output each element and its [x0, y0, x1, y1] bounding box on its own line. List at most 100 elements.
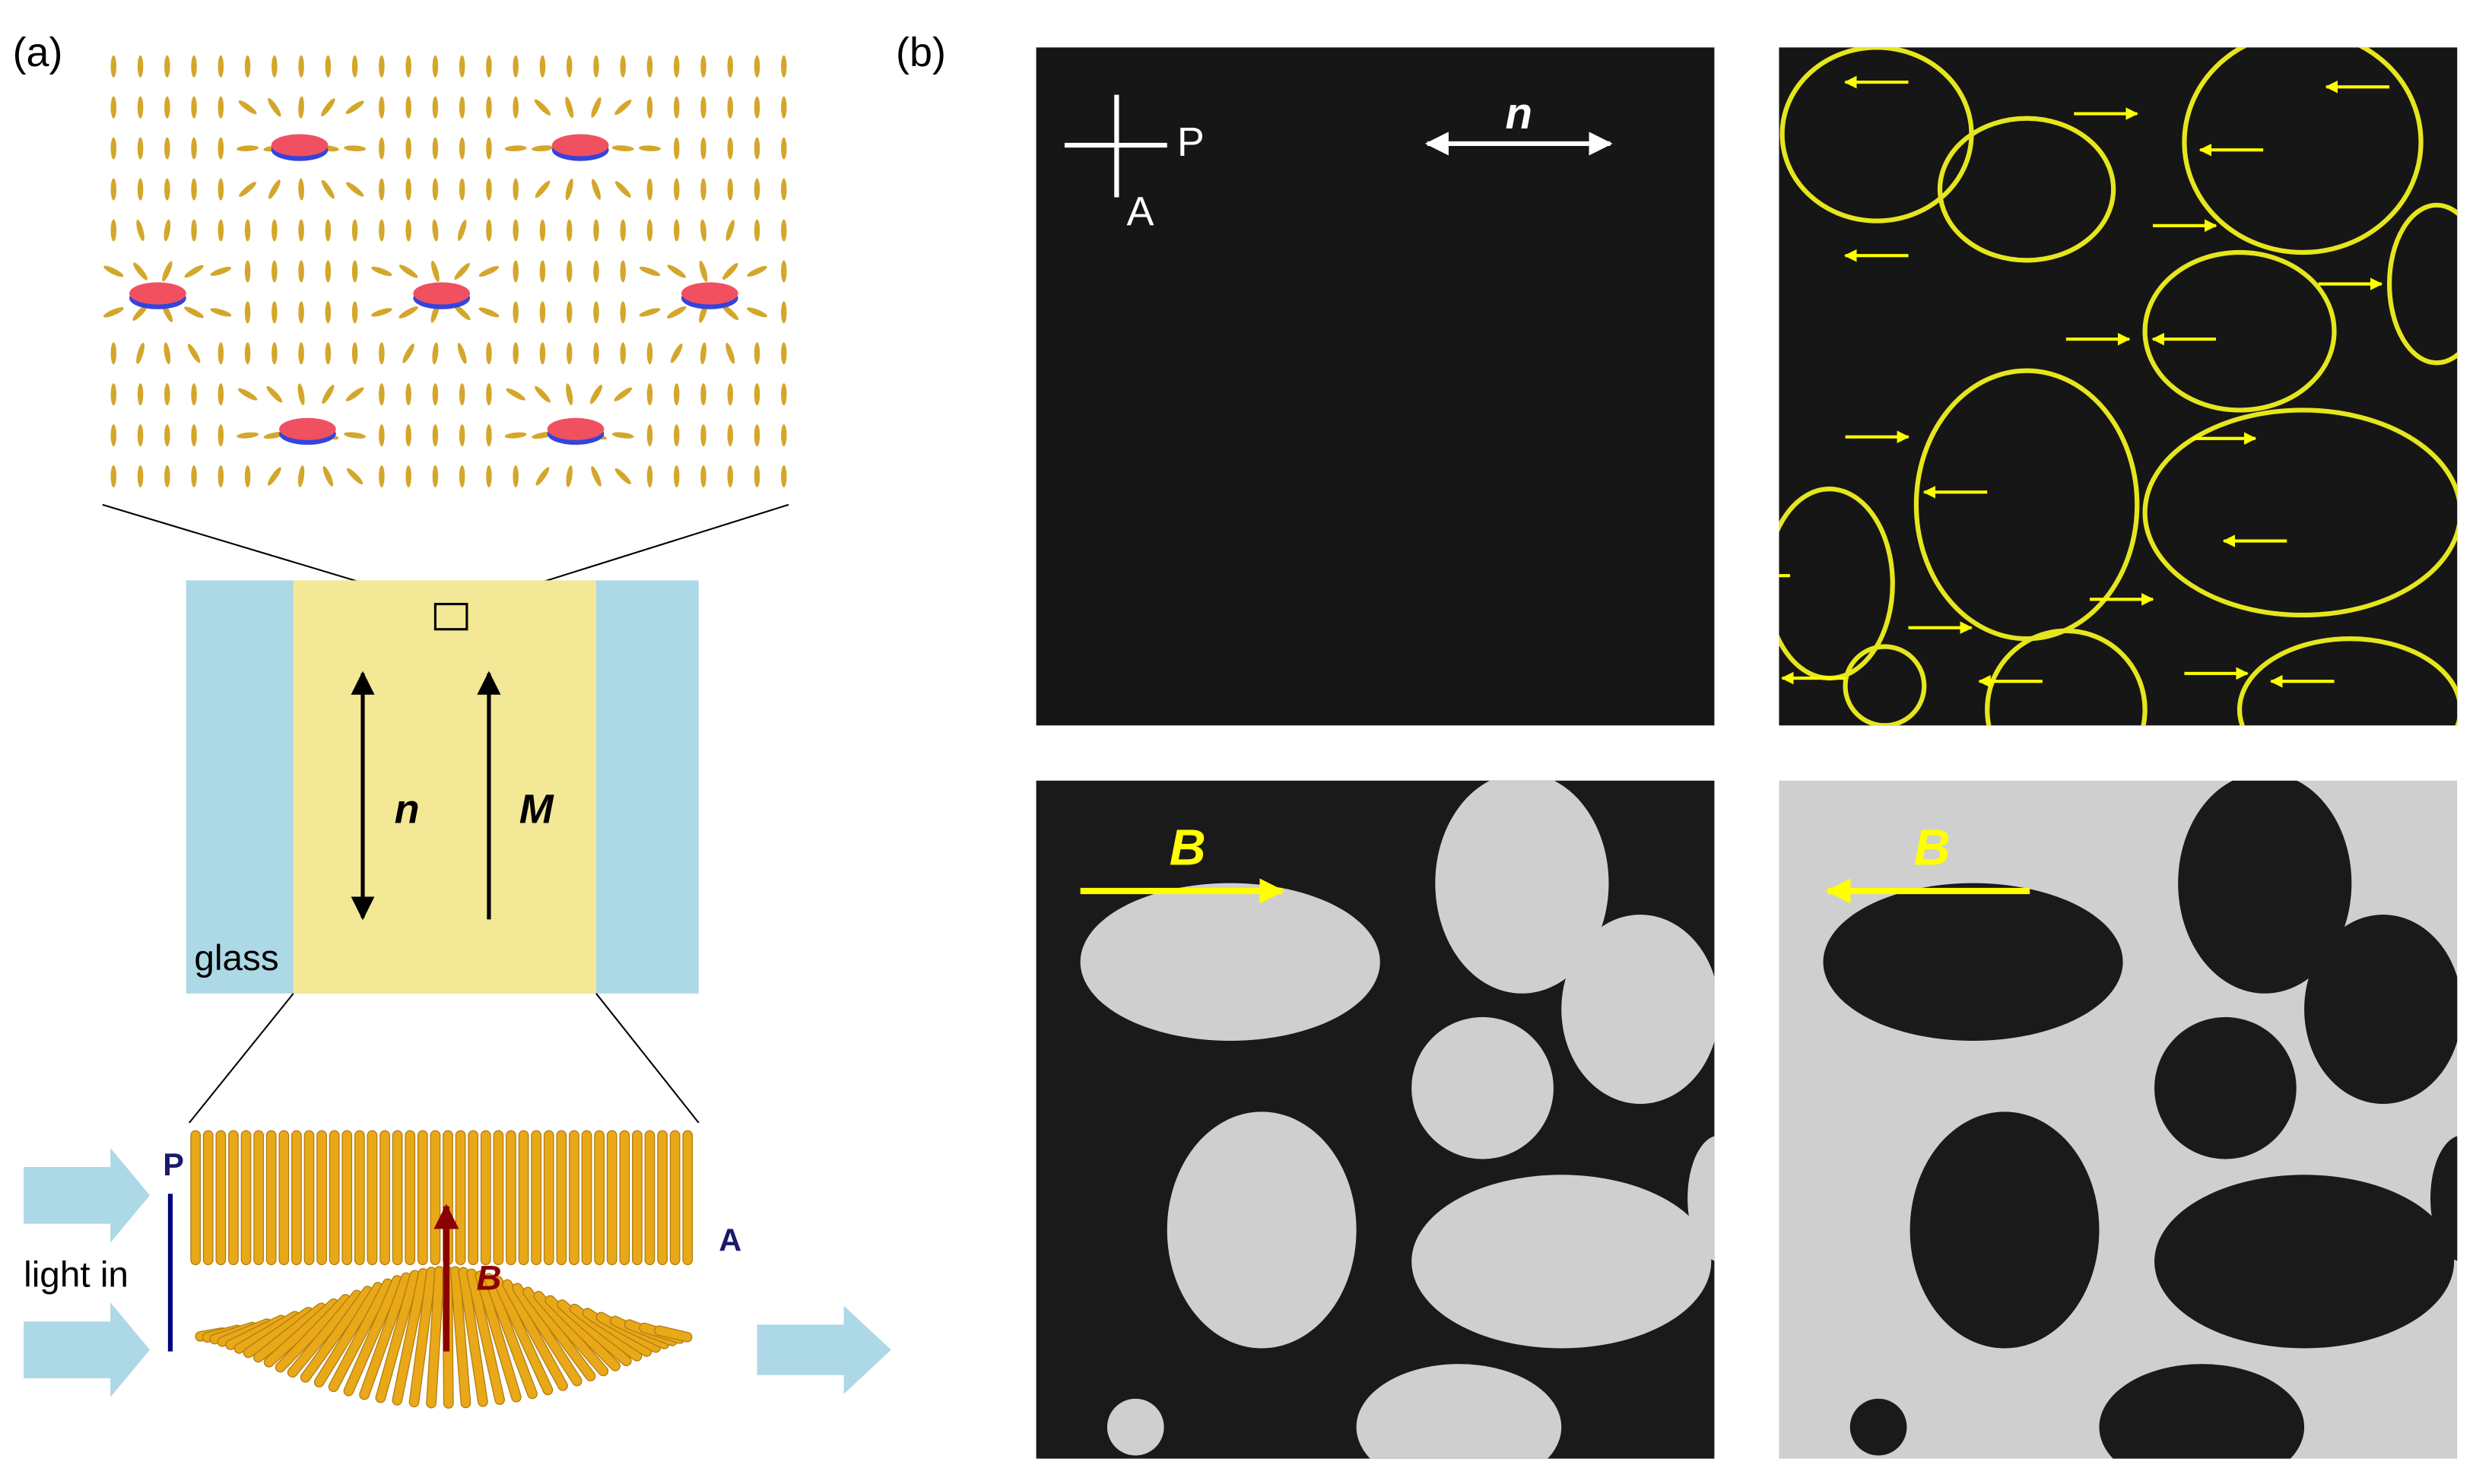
domain [2154, 1016, 2297, 1159]
director [566, 342, 573, 365]
director [217, 342, 224, 365]
director [321, 98, 335, 117]
director [727, 465, 733, 488]
light-arrow [24, 1302, 151, 1397]
director [164, 465, 170, 488]
director [638, 145, 661, 151]
rod [581, 1130, 592, 1266]
director [344, 145, 367, 151]
domain-wall [2142, 249, 2337, 413]
director [781, 260, 787, 283]
rod [455, 1130, 466, 1266]
director [459, 424, 465, 447]
director [591, 179, 601, 200]
director [405, 465, 411, 488]
director [217, 465, 224, 488]
director [781, 383, 787, 406]
director [674, 219, 680, 242]
domain-walls [1779, 47, 2458, 726]
director [347, 468, 363, 485]
director [486, 55, 492, 78]
director [674, 424, 680, 447]
light-arrow [24, 1148, 151, 1243]
director [432, 465, 439, 488]
director [136, 219, 144, 242]
director [513, 96, 519, 119]
director [486, 178, 492, 201]
director [405, 178, 411, 201]
director [432, 342, 439, 365]
director [136, 342, 144, 364]
director [725, 342, 735, 364]
director [700, 424, 706, 447]
director [237, 432, 259, 439]
micrograph [1036, 47, 1715, 726]
rod [215, 1130, 227, 1266]
director [700, 137, 706, 160]
director [325, 219, 332, 242]
director [589, 385, 603, 404]
director [164, 178, 170, 201]
director [184, 306, 205, 319]
rod [483, 1273, 538, 1400]
domain [1411, 1016, 1554, 1159]
director [614, 387, 633, 401]
rod [392, 1268, 429, 1406]
director [754, 55, 760, 78]
director [322, 466, 334, 487]
director [646, 424, 653, 447]
director [513, 55, 519, 78]
rod [375, 1270, 421, 1403]
director [137, 96, 144, 119]
director [217, 55, 224, 78]
director [667, 265, 686, 278]
director [297, 465, 305, 487]
rod [657, 1130, 668, 1266]
director [268, 179, 281, 199]
rod [426, 1266, 445, 1409]
domains [1080, 780, 1715, 1459]
director [754, 219, 760, 242]
director [781, 219, 787, 242]
polarizer-label: P [1177, 119, 1205, 165]
director [566, 301, 573, 324]
director [614, 468, 631, 485]
micrograph [1036, 780, 1715, 1459]
director [513, 465, 519, 488]
director [103, 265, 124, 277]
platelet [413, 282, 471, 305]
director [432, 383, 439, 406]
platelet [129, 282, 186, 305]
director [486, 465, 492, 488]
rod [343, 1275, 403, 1397]
director [321, 179, 335, 199]
director [351, 260, 358, 283]
panel-label: (a) [13, 30, 63, 75]
rod [682, 1130, 694, 1266]
director [379, 55, 385, 78]
director [478, 265, 500, 277]
rod [359, 1272, 411, 1400]
director [674, 178, 680, 201]
director [513, 301, 519, 324]
director [754, 383, 760, 406]
director [611, 432, 634, 439]
director [565, 178, 573, 201]
rod [278, 1130, 290, 1266]
director [163, 219, 171, 242]
analyzer-label: A [1127, 189, 1154, 235]
micrograph [1779, 47, 2458, 726]
director [432, 219, 439, 242]
director [747, 265, 767, 277]
zoom-line [189, 993, 294, 1124]
director [137, 465, 144, 488]
director [591, 466, 602, 487]
domain-wall [2142, 407, 2458, 618]
director [781, 342, 787, 365]
director [646, 465, 653, 488]
director [722, 304, 739, 321]
director [639, 266, 661, 277]
director [674, 55, 680, 78]
director [210, 266, 232, 276]
domain [1687, 1136, 1715, 1261]
